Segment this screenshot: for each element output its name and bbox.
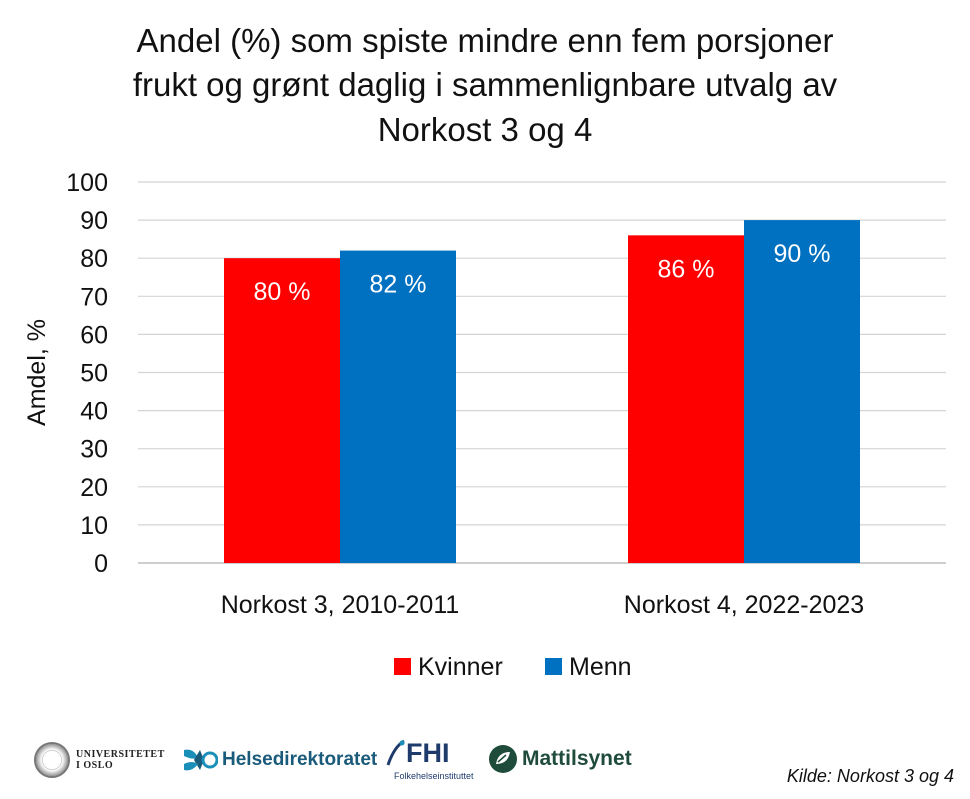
legend: Kvinner Menn	[394, 653, 632, 681]
chart-title-line-1: Andel (%) som spiste mindre enn fem pors…	[137, 22, 834, 59]
y-tick-label: 60	[80, 321, 108, 349]
chart-title-line-3: Norkost 3 og 4	[378, 111, 593, 148]
data-label: 82 %	[370, 271, 427, 299]
source-note: Kilde: Norkost 3 og 4	[786, 766, 954, 786]
mattilsynet-leaf-icon	[489, 745, 517, 773]
legend-swatch-kvinner	[394, 658, 411, 675]
uio-line2: I OSLO	[76, 760, 114, 771]
fhi-swoosh-icon	[386, 739, 405, 765]
uio-logo: UNIVERSITETET I OSLO	[34, 742, 165, 778]
bars	[224, 220, 860, 563]
y-tick-label: 30	[80, 436, 108, 464]
chart-title-line-2: frukt og grønt daglig i sammenlignbare u…	[133, 66, 838, 103]
mattilsynet-name: Mattilsynet	[522, 747, 632, 770]
bar-kvinner-2	[628, 235, 744, 563]
y-tick-label: 80	[80, 245, 108, 273]
bar-menn-1	[340, 250, 456, 563]
fhi-subtitle: Folkehelseinstituttet	[394, 771, 474, 781]
data-label: 80 %	[254, 278, 311, 306]
y-axis-ticks: 0 10 20 30 40 50 60 70 80 90 100	[66, 169, 108, 578]
y-tick-label: 40	[80, 398, 108, 426]
x-axis-categories: Norkost 3, 2010-2011 Norkost 4, 2022-2023	[221, 591, 865, 619]
data-labels: 80 % 82 % 86 % 90 %	[254, 240, 831, 306]
legend-label-kvinner: Kvinner	[418, 653, 503, 681]
y-tick-label: 100	[66, 169, 108, 197]
legend-label-menn: Menn	[569, 653, 632, 681]
bar-menn-2	[744, 220, 860, 563]
x-category-label: Norkost 3, 2010-2011	[221, 591, 460, 619]
footer: UNIVERSITETET I OSLO Helsedirektoratet F…	[0, 730, 970, 799]
data-label: 90 %	[774, 240, 831, 268]
y-tick-label: 10	[80, 512, 108, 540]
y-axis-label: Amdel, %	[23, 319, 51, 426]
y-tick-label: 90	[80, 207, 108, 235]
x-category-label: Norkost 4, 2022-2023	[624, 591, 864, 619]
university-seal-icon	[34, 742, 70, 778]
bar-kvinner-1	[224, 258, 340, 563]
fhi-logo: FHI Folkehelseinstituttet	[386, 738, 474, 781]
chart-title: Andel (%) som spiste mindre enn fem pors…	[133, 22, 838, 148]
y-tick-label: 20	[80, 474, 108, 502]
helsedirektoratet-logo: Helsedirektoratet	[180, 746, 377, 774]
helsedirektoratet-name: Helsedirektoratet	[222, 749, 378, 770]
fhi-name: FHI	[406, 738, 450, 768]
y-tick-label: 0	[94, 550, 108, 578]
mattilsynet-logo: Mattilsynet	[488, 744, 632, 774]
y-tick-label: 70	[80, 283, 108, 311]
uio-line1: UNIVERSITETET	[76, 749, 165, 760]
y-tick-label: 50	[80, 360, 108, 388]
data-label: 86 %	[658, 255, 715, 283]
legend-swatch-menn	[545, 658, 562, 675]
helsedirektoratet-mark-icon	[184, 749, 218, 771]
